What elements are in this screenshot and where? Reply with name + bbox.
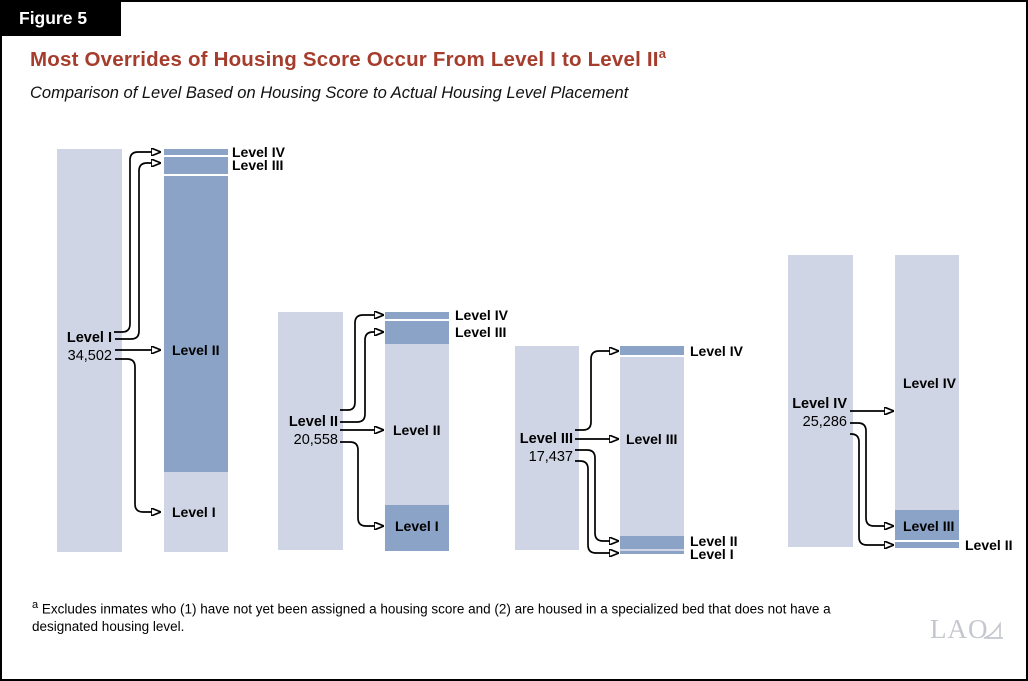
placement-label: Level IV <box>455 307 508 323</box>
placement-label: Level IV <box>903 375 956 391</box>
title-footnote-marker: a <box>658 46 667 61</box>
segment-level-iv <box>385 312 449 321</box>
figure-title: Most Overrides of Housing Score Occur Fr… <box>30 46 667 71</box>
placement-label: Level IV <box>232 144 285 160</box>
placement-label: Level III <box>455 324 507 340</box>
placement-bar-level-iii <box>620 346 684 554</box>
lao-logo-text: LAO <box>930 614 989 644</box>
placement-label: Level I <box>690 546 734 562</box>
segment-level-iii <box>164 157 228 176</box>
score-label-level-iii: Level III 17,437 <box>519 431 573 465</box>
segment-level-ii <box>895 542 959 548</box>
arrow-iii-to-ii <box>575 449 610 541</box>
placement-label: Level II <box>393 422 441 438</box>
placement-label: Level III <box>903 518 955 534</box>
placement-label: Level IV <box>690 343 743 359</box>
segment-level-iii <box>385 321 449 344</box>
segment-level-i <box>620 551 684 554</box>
figure-number-badge: Figure 5 <box>2 2 121 36</box>
arrow-iii-to-iv <box>575 351 610 431</box>
arrow-ii-to-iii <box>340 332 375 423</box>
segment-level-iv <box>620 346 684 357</box>
score-bar-level-iv <box>788 255 853 547</box>
placement-label: Level I <box>395 518 439 534</box>
placement-bar-level-iv <box>895 255 959 548</box>
footnote-text: Excludes inmates who (1) have not yet be… <box>32 601 831 634</box>
placement-bar-level-ii <box>385 312 449 551</box>
segment-level-i <box>385 505 449 551</box>
segment-level-ii <box>164 176 228 472</box>
placement-label: Level III <box>232 157 284 173</box>
placement-label: Level II <box>690 533 738 549</box>
lao-logo-quill-icon <box>983 621 1003 639</box>
score-bar-level-ii <box>278 312 343 550</box>
arrow-iii-to-i <box>575 460 610 553</box>
arrow-iv-to-iii <box>850 422 885 526</box>
placement-label: Level II <box>172 342 220 358</box>
placement-label: Level III <box>626 431 678 447</box>
segment-level-ii <box>620 536 684 549</box>
score-label-level-iv: Level IV 25,286 <box>792 396 847 430</box>
lao-logo: LAO <box>930 614 1005 645</box>
placement-label: Level I <box>172 504 216 520</box>
arrow-ii-to-iv <box>340 315 375 411</box>
arrow-iv-to-ii <box>850 433 885 545</box>
score-bar-level-i <box>57 149 122 552</box>
footnote: a Excludes inmates who (1) have not yet … <box>32 597 877 635</box>
placement-bar-level-i <box>164 149 228 552</box>
figure-subtitle: Comparison of Level Based on Housing Sco… <box>30 84 629 102</box>
footnote-marker: a <box>32 599 39 611</box>
score-label-level-i: Level I 34,502 <box>66 330 112 364</box>
segment-level-iii <box>895 510 959 542</box>
score-label-level-ii: Level II 20,558 <box>288 414 338 448</box>
placement-label: Level II <box>965 537 1013 553</box>
segment-level-iv <box>164 149 228 157</box>
arrow-ii-to-i <box>340 441 375 526</box>
score-bar-level-iii <box>515 346 579 550</box>
figure-number: Figure 5 <box>19 8 88 28</box>
